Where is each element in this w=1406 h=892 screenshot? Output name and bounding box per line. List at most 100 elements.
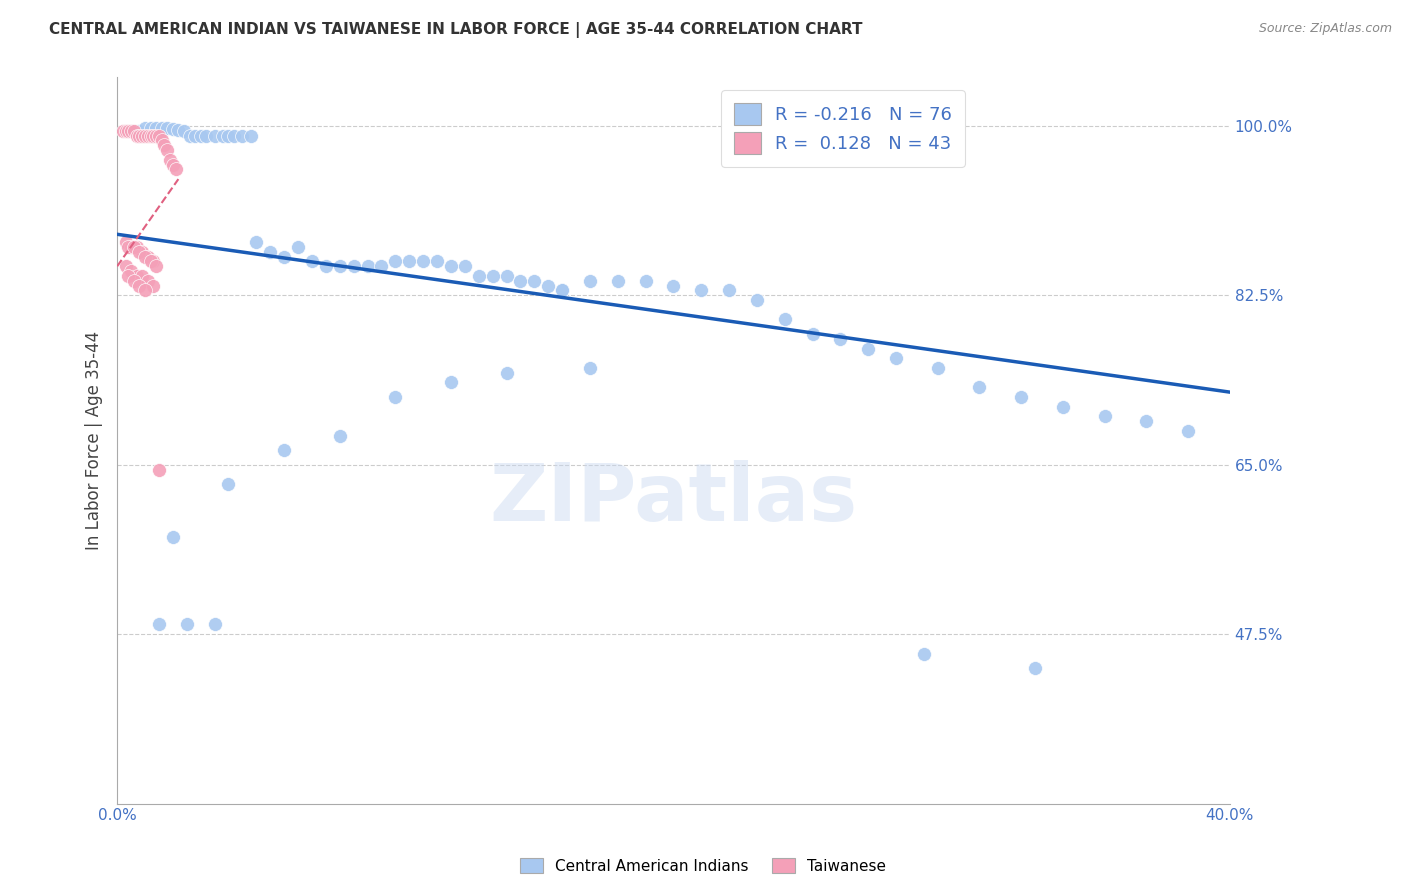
Point [134, 128, 156, 143]
Point [159, 153, 181, 167]
Point [153, 138, 176, 153]
Point [156, 120, 179, 135]
Point [370, 259, 392, 273]
Point [120, 124, 142, 138]
Legend: R = -0.216   N = 76, R =  0.128   N = 43: R = -0.216 N = 76, R = 0.128 N = 43 [721, 90, 965, 167]
Point [426, 254, 449, 268]
Point [830, 332, 852, 346]
Point [165, 162, 187, 177]
Point [120, 264, 142, 278]
Point [139, 254, 162, 268]
Point [162, 530, 184, 544]
Point [634, 274, 657, 288]
Point [301, 254, 323, 268]
Point [122, 240, 145, 254]
Point [969, 380, 991, 394]
Point [120, 240, 142, 254]
Point [117, 124, 139, 138]
Point [145, 128, 167, 143]
Point [440, 376, 463, 390]
Point [718, 284, 741, 298]
Point [212, 128, 235, 143]
Text: CENTRAL AMERICAN INDIAN VS TAIWANESE IN LABOR FORCE | AGE 35-44 CORRELATION CHAR: CENTRAL AMERICAN INDIAN VS TAIWANESE IN … [49, 22, 863, 38]
Point [148, 462, 170, 476]
Point [537, 278, 560, 293]
Point [912, 647, 935, 661]
Point [856, 342, 879, 356]
Point [176, 617, 198, 632]
Point [162, 158, 184, 172]
Point [239, 128, 262, 143]
Point [162, 121, 184, 136]
Point [142, 278, 165, 293]
Point [142, 254, 165, 268]
Point [273, 443, 295, 458]
Point [156, 143, 179, 157]
Point [128, 124, 150, 138]
Point [1177, 424, 1199, 438]
Point [329, 259, 352, 273]
Point [1094, 409, 1116, 424]
Point [136, 250, 159, 264]
Point [662, 278, 685, 293]
Point [606, 274, 628, 288]
Y-axis label: In Labor Force | Age 35-44: In Labor Force | Age 35-44 [86, 331, 103, 550]
Point [231, 128, 253, 143]
Point [204, 128, 226, 143]
Point [384, 390, 406, 404]
Point [1024, 661, 1046, 675]
Point [204, 617, 226, 632]
Point [150, 133, 173, 147]
Point [134, 284, 156, 298]
Point [245, 235, 267, 249]
Point [579, 360, 602, 375]
Point [179, 128, 201, 143]
Point [111, 124, 134, 138]
Point [125, 268, 148, 283]
Point [128, 278, 150, 293]
Point [398, 254, 420, 268]
Point [125, 128, 148, 143]
Point [287, 240, 309, 254]
Point [148, 128, 170, 143]
Point [114, 235, 136, 249]
Point [128, 128, 150, 143]
Point [329, 428, 352, 442]
Legend: Central American Indians, Taiwanese: Central American Indians, Taiwanese [515, 852, 891, 880]
Point [690, 284, 713, 298]
Point [148, 617, 170, 632]
Point [131, 128, 153, 143]
Point [120, 124, 142, 138]
Point [139, 128, 162, 143]
Point [342, 259, 364, 273]
Point [481, 268, 503, 283]
Point [125, 240, 148, 254]
Point [801, 326, 824, 341]
Point [217, 128, 239, 143]
Point [131, 244, 153, 259]
Point [195, 128, 218, 143]
Point [273, 250, 295, 264]
Point [1135, 414, 1157, 428]
Point [315, 259, 337, 273]
Point [579, 274, 602, 288]
Text: Source: ZipAtlas.com: Source: ZipAtlas.com [1258, 22, 1392, 36]
Point [454, 259, 477, 273]
Point [356, 259, 378, 273]
Point [167, 122, 190, 136]
Point [1052, 400, 1074, 414]
Point [551, 284, 574, 298]
Point [190, 128, 212, 143]
Point [122, 124, 145, 138]
Point [145, 259, 167, 273]
Point [440, 259, 463, 273]
Point [134, 120, 156, 135]
Point [139, 120, 162, 135]
Point [142, 128, 165, 143]
Point [884, 351, 907, 366]
Point [134, 250, 156, 264]
Point [509, 274, 531, 288]
Point [128, 244, 150, 259]
Point [145, 120, 167, 135]
Point [222, 128, 245, 143]
